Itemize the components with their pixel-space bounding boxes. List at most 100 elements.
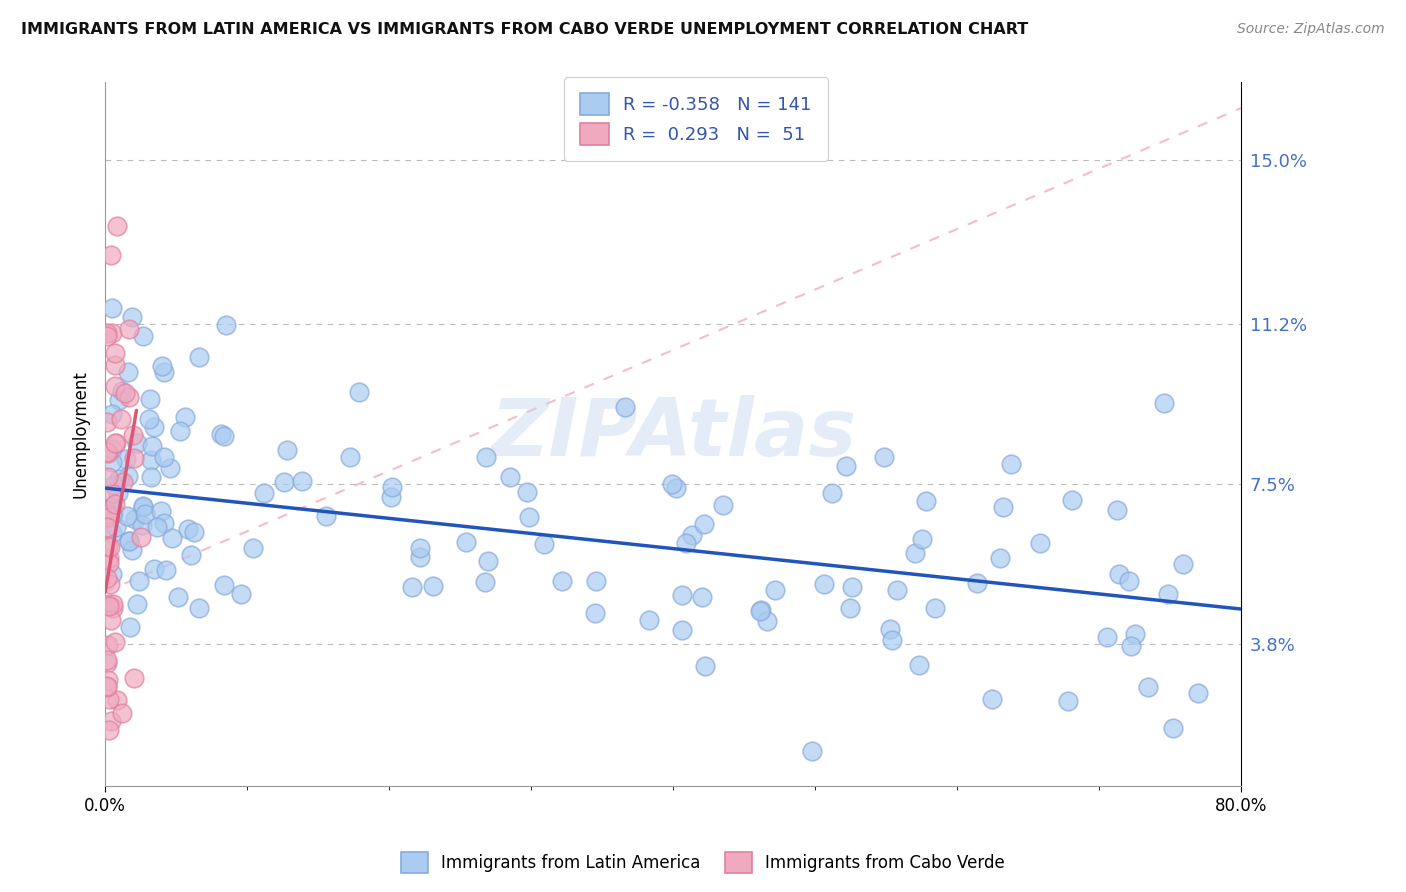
Point — [409, 541, 432, 555]
Point — [155, 563, 177, 577]
Point — [749, 603, 772, 617]
Point — [104, 520, 127, 534]
Point — [188, 600, 211, 615]
Point — [381, 480, 404, 494]
Point — [229, 587, 252, 601]
Point — [101, 600, 124, 615]
Point — [614, 401, 637, 415]
Point — [583, 607, 606, 621]
Point — [671, 588, 693, 602]
Point — [276, 442, 298, 457]
Text: IMMIGRANTS FROM LATIN AMERICA VS IMMIGRANTS FROM CABO VERDE UNEMPLOYMENT CORRELA: IMMIGRANTS FROM LATIN AMERICA VS IMMIGRA… — [21, 22, 1028, 37]
Point — [100, 714, 122, 729]
Point — [104, 358, 127, 372]
Point — [980, 692, 1002, 706]
Point — [103, 477, 125, 491]
Point — [253, 486, 276, 500]
Point — [516, 484, 538, 499]
Point — [1028, 536, 1050, 550]
Point — [98, 723, 121, 737]
Point — [1000, 457, 1022, 471]
Point — [101, 505, 124, 519]
Point — [124, 450, 146, 465]
Point — [711, 498, 734, 512]
Legend: R = -0.358   N = 141, R =  0.293   N =  51: R = -0.358 N = 141, R = 0.293 N = 51 — [564, 77, 828, 161]
Point — [152, 359, 174, 373]
Point — [907, 657, 929, 672]
Point — [127, 435, 149, 450]
Point — [101, 501, 124, 516]
Point — [101, 597, 124, 611]
Point — [132, 499, 155, 513]
Point — [146, 520, 169, 534]
Point — [661, 476, 683, 491]
Point — [187, 350, 209, 364]
Point — [1125, 627, 1147, 641]
Point — [499, 470, 522, 484]
Point — [1161, 722, 1184, 736]
Point — [107, 392, 129, 407]
Point — [993, 500, 1015, 514]
Point — [98, 692, 121, 706]
Point — [101, 407, 124, 421]
Point — [122, 671, 145, 685]
Point — [477, 553, 499, 567]
Point — [401, 580, 423, 594]
Point — [103, 634, 125, 648]
Point — [519, 510, 541, 524]
Point — [813, 577, 835, 591]
Point — [96, 571, 118, 585]
Point — [101, 508, 124, 523]
Point — [118, 620, 141, 634]
Point — [749, 604, 772, 618]
Point — [291, 474, 314, 488]
Point — [153, 366, 176, 380]
Point — [1173, 557, 1195, 571]
Point — [97, 446, 120, 460]
Point — [129, 530, 152, 544]
Point — [101, 526, 124, 541]
Point — [242, 541, 264, 556]
Point — [347, 384, 370, 399]
Point — [1118, 574, 1140, 588]
Point — [115, 509, 138, 524]
Point — [1056, 694, 1078, 708]
Point — [873, 450, 896, 464]
Point — [551, 574, 574, 588]
Point — [98, 551, 121, 566]
Point — [159, 461, 181, 475]
Point — [96, 520, 118, 534]
Point — [100, 613, 122, 627]
Point — [160, 532, 183, 546]
Point — [100, 541, 122, 555]
Point — [665, 481, 688, 495]
Point — [96, 326, 118, 340]
Point — [177, 521, 200, 535]
Point — [690, 590, 713, 604]
Point — [127, 597, 149, 611]
Point — [671, 623, 693, 637]
Point — [174, 409, 197, 424]
Point — [835, 459, 858, 474]
Point — [121, 542, 143, 557]
Point — [96, 679, 118, 693]
Point — [675, 536, 697, 550]
Point — [96, 445, 118, 459]
Point — [117, 468, 139, 483]
Point — [1108, 566, 1130, 581]
Point — [880, 633, 903, 648]
Point — [101, 486, 124, 500]
Point — [585, 574, 607, 588]
Point — [111, 706, 134, 720]
Point — [339, 450, 361, 464]
Point — [839, 601, 862, 615]
Point — [131, 518, 153, 533]
Point — [105, 692, 128, 706]
Point — [132, 329, 155, 343]
Point — [101, 301, 124, 316]
Point — [1157, 587, 1180, 601]
Point — [96, 415, 118, 429]
Point — [143, 420, 166, 434]
Point — [886, 583, 908, 598]
Point — [800, 744, 823, 758]
